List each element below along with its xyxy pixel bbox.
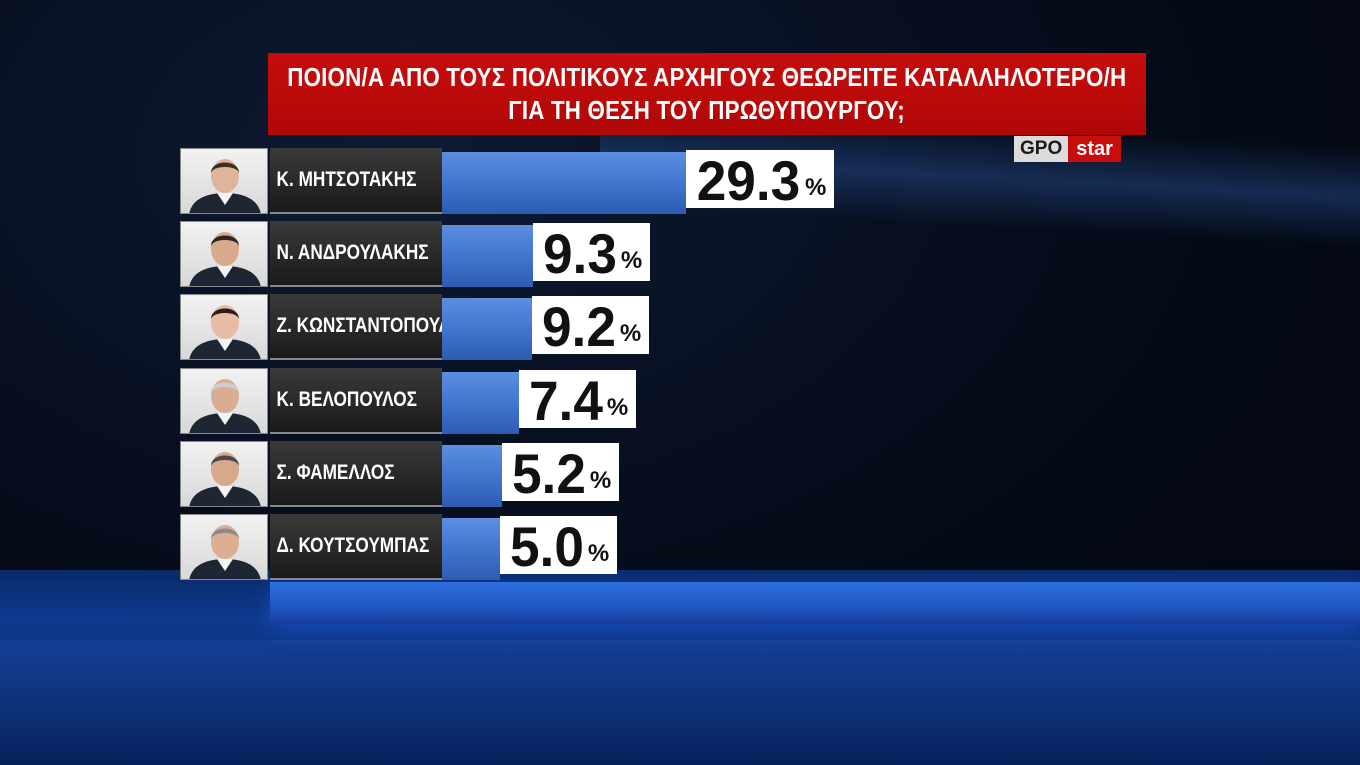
bar	[442, 225, 533, 287]
data-label: 29.3%	[686, 149, 835, 212]
bar	[442, 372, 519, 434]
person-photo-icon	[180, 368, 268, 434]
candidate-name: Κ. ΜΗΤΣΟΤΑΚΗΣ	[276, 168, 417, 191]
chart-row: Κ. ΜΗΤΣΟΤΑΚΗΣ 29.3%	[180, 148, 880, 214]
gpo-logo-text: GPO	[1014, 136, 1069, 162]
data-label: 7.4%	[519, 369, 637, 432]
candidate-name-box: Ζ. ΚΩΝΣΤΑΝΤΟΠΟΥΛΟΥ	[270, 294, 474, 360]
data-label: 5.2%	[502, 442, 620, 505]
candidate-name-box: Ν. ΑΝΔΡΟΥΛΑΚΗΣ	[270, 221, 442, 287]
data-label: 5.0%	[500, 515, 618, 578]
chart-row: Δ. ΚΟΥΤΣΟΥΜΠΑΣ 5.0%	[180, 514, 880, 580]
chart-row: Ζ. ΚΩΝΣΤΑΝΤΟΠΟΥΛΟΥ 9.2%	[180, 294, 880, 360]
gpo-star-logo: GPO star	[1014, 136, 1121, 162]
data-label-value: 9.3	[542, 222, 617, 285]
question-line-2: ΓΙΑ ΤΗ ΘΕΣΗ ΤΟΥ ΠΡΩΘΥΠΟΥΡΓΟΥ;	[508, 95, 906, 125]
chart-row: Κ. ΒΕΛΟΠΟΥΛΟΣ 7.4%	[180, 368, 880, 434]
person-photo-icon	[180, 441, 268, 507]
bar	[442, 152, 686, 214]
bar	[442, 298, 532, 360]
candidate-name: Ζ. ΚΩΝΣΤΑΝΤΟΠΟΥΛΟΥ	[276, 314, 475, 337]
chart-row: Ν. ΑΝΔΡΟΥΛΑΚΗΣ 9.3%	[180, 221, 880, 287]
candidate-name-box: Δ. ΚΟΥΤΣΟΥΜΠΑΣ	[270, 514, 442, 580]
person-photo-icon	[180, 514, 268, 580]
candidate-name-box: Κ. ΜΗΤΣΟΤΑΚΗΣ	[270, 148, 442, 214]
person-photo-icon	[180, 148, 268, 214]
candidate-name: Ν. ΑΝΔΡΟΥΛΑΚΗΣ	[276, 241, 429, 264]
candidate-name-box: Κ. ΒΕΛΟΠΟΥΛΟΣ	[270, 368, 442, 434]
data-label-unit: %	[606, 394, 629, 421]
bar	[442, 518, 500, 580]
person-photo-icon	[180, 221, 268, 287]
data-label-unit: %	[620, 247, 643, 274]
person-photo-icon	[180, 294, 268, 360]
bar	[442, 445, 502, 507]
data-label-value: 5.0	[509, 515, 584, 578]
candidate-name: Δ. ΚΟΥΤΣΟΥΜΠΑΣ	[276, 534, 430, 557]
data-label-value: 29.3	[696, 149, 801, 212]
candidate-name: Κ. ΒΕΛΟΠΟΥΛΟΣ	[276, 388, 417, 411]
data-label-value: 5.2	[511, 442, 586, 505]
chart-row: Σ. ΦΑΜΕΛΛΟΣ 5.2%	[180, 441, 880, 507]
question-line-1: ΠΟΙΟΝ/Α ΑΠΟ ΤΟΥΣ ΠΟΛΙΤΙΚΟΥΣ ΑΡΧΗΓΟΥΣ ΘΕΩ…	[287, 62, 1127, 92]
data-label-value: 9.2	[541, 295, 616, 358]
data-label-unit: %	[805, 174, 827, 201]
data-label-unit: %	[619, 320, 642, 347]
data-label-unit: %	[589, 467, 612, 494]
data-label-unit: %	[587, 540, 610, 567]
candidate-name: Σ. ΦΑΜΕΛΛΟΣ	[276, 461, 395, 484]
question-header: ΠΟΙΟΝ/Α ΑΠΟ ΤΟΥΣ ΠΟΛΙΤΙΚΟΥΣ ΑΡΧΗΓΟΥΣ ΘΕΩ…	[268, 53, 1146, 135]
data-label: 9.2%	[532, 295, 650, 358]
candidate-name-box: Σ. ΦΑΜΕΛΛΟΣ	[270, 441, 442, 507]
star-logo-text: star	[1068, 136, 1121, 162]
data-label: 9.3%	[533, 222, 651, 285]
data-label-value: 7.4	[528, 369, 603, 432]
